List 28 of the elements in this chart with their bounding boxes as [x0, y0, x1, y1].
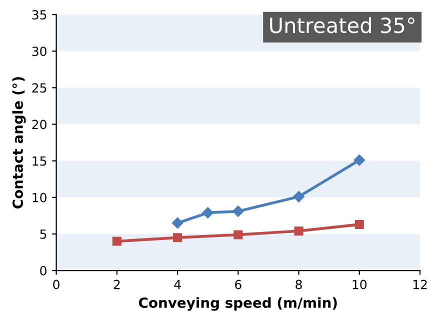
x-tick-label: 8 [296, 280, 302, 290]
point [294, 226, 304, 236]
point [173, 233, 182, 242]
point [293, 191, 304, 202]
point [172, 217, 184, 229]
point [232, 206, 244, 217]
y-tick-label: 20 [32, 120, 46, 130]
x-tick-label: 6 [235, 280, 242, 290]
x-tick-label: 10 [352, 280, 367, 290]
point [112, 236, 122, 246]
y-axis-title: Contact angle (°) [12, 77, 26, 208]
point [234, 230, 243, 240]
annotation: Untreated 35° [270, 17, 414, 34]
x-tick-label: 12 [413, 280, 427, 290]
x-tick-label: 0 [53, 280, 60, 290]
y-tick-label: 15 [32, 156, 46, 166]
y-tick-label: 25 [32, 83, 46, 93]
x-tick-label: 2 [114, 280, 120, 290]
y-tick-label: 0 [40, 266, 46, 276]
x-tick-label: 4 [174, 280, 181, 290]
y-tick-label: 5 [40, 230, 46, 239]
point [354, 220, 364, 229]
y-tick-label: 10 [32, 192, 46, 202]
point [354, 154, 365, 166]
y-tick-label: 35 [32, 10, 46, 20]
y-tick-label: 30 [32, 46, 46, 56]
x-axis-title: Conveying speed (m/min) [138, 297, 337, 311]
point [202, 207, 214, 218]
